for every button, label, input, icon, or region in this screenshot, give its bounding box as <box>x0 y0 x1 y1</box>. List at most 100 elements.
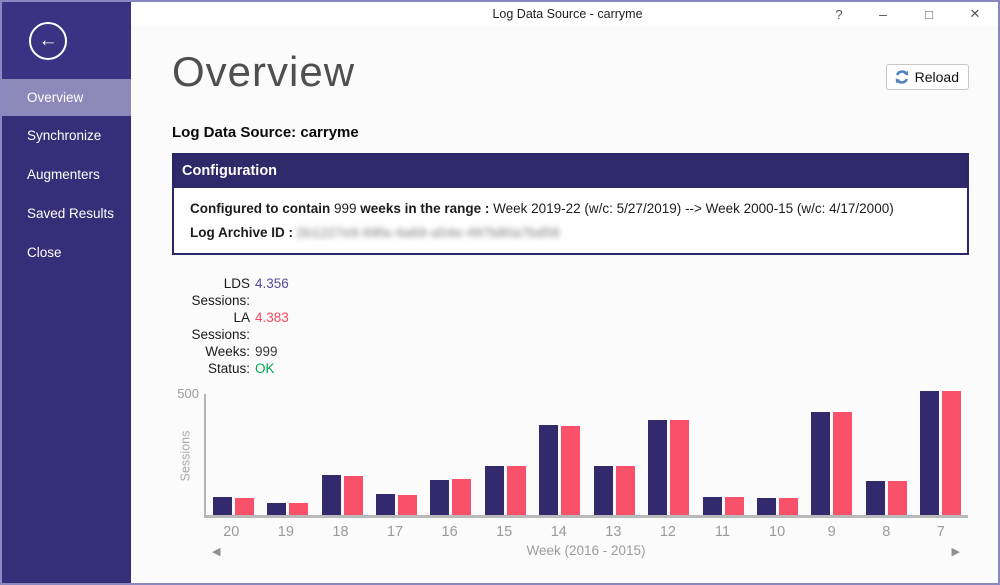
bar-group-week-16 <box>424 394 478 515</box>
stat-label: LDS Sessions: <box>191 276 250 308</box>
bar-lds-sessions-week-20 <box>212 497 232 515</box>
bar-la-sessions-week-10 <box>778 498 798 515</box>
bar-lds-sessions-week-13 <box>593 466 613 515</box>
x-tick-week-12: 12 <box>659 524 676 540</box>
x-tick-week-9: 9 <box>827 524 836 540</box>
bar-la-sessions-week-20 <box>234 498 254 515</box>
x-tick-week-7: 7 <box>936 524 945 540</box>
x-tick-week-11: 11 <box>714 524 731 540</box>
bar-lds-sessions-week-9 <box>811 412 831 515</box>
bar-group-week-13 <box>587 394 641 515</box>
x-axis-label: Week (2016 - 2015) <box>526 543 646 558</box>
log-archive-id-label: Log Archive ID : <box>190 225 294 240</box>
x-tick-week-14: 14 <box>550 524 567 540</box>
y-axis-label: Sessions <box>178 430 193 482</box>
x-axis-row: ◀ Week (2016 - 2015) ▶ <box>204 543 968 558</box>
bar-la-sessions-week-15 <box>506 466 526 515</box>
bar-group-week-17 <box>369 394 423 515</box>
bar-group-week-8 <box>859 394 913 515</box>
bar-group-week-14 <box>533 394 587 515</box>
x-tick-week-20: 20 <box>223 524 240 540</box>
configuration-header: Configuration <box>174 155 967 188</box>
x-tick-week-19: 19 <box>277 524 294 540</box>
arrow-left-icon: ← <box>38 30 58 51</box>
bar-lds-sessions-week-12 <box>648 420 668 515</box>
back-button[interactable]: ← <box>29 21 67 60</box>
sidebar-item-overview[interactable]: Overview <box>2 79 131 116</box>
x-tick-week-17: 17 <box>386 524 404 540</box>
window-controls: ? – □ ✕ <box>824 2 990 26</box>
bar-la-sessions-week-19 <box>289 503 309 515</box>
maximize-button[interactable]: □ <box>925 6 933 22</box>
sidebar-item-saved-results[interactable]: Saved Results <box>27 206 115 221</box>
bar-lds-sessions-week-11 <box>702 497 722 515</box>
stat-lds-sessions: LDS Sessions: 4.356 <box>172 275 969 309</box>
stat-value: OK <box>255 361 275 376</box>
bar-group-week-9 <box>805 394 859 515</box>
bar-group-week-12 <box>641 394 695 515</box>
config-range-label-1: Configured to contain <box>190 201 331 216</box>
page-title: Overview <box>172 48 356 95</box>
reload-button[interactable]: Reload <box>885 64 969 90</box>
bar-lds-sessions-week-7 <box>920 391 940 515</box>
reload-label: Reload <box>914 69 959 85</box>
main-area: Log Data Source - carryme ? – □ ✕ Overvi… <box>131 2 998 583</box>
bar-lds-sessions-week-15 <box>484 466 504 515</box>
y-axis-max-tick: 500 <box>177 386 199 401</box>
bar-la-sessions-week-8 <box>887 481 907 515</box>
sidebar-item-synchronize[interactable]: Synchronize <box>27 128 102 143</box>
bar-lds-sessions-week-19 <box>267 503 287 515</box>
sidebar-item-close[interactable]: Close <box>27 245 62 260</box>
stat-label: Status: <box>207 361 250 376</box>
config-weeks-count: 999 <box>334 201 357 216</box>
x-tick-week-8: 8 <box>882 524 891 540</box>
y-axis-label-wrap: Sessions <box>174 394 196 518</box>
stats-block: LDS Sessions: 4.356 LA Sessions: 4.383 W… <box>172 275 969 377</box>
minimize-button[interactable]: – <box>879 6 887 22</box>
x-tick-week-16: 16 <box>441 524 458 540</box>
bar-la-sessions-week-9 <box>833 412 853 515</box>
header-row: Overview Reload <box>172 48 969 96</box>
sidebar: ← Overview Synchronize Augmenters Saved … <box>2 2 131 583</box>
bar-la-sessions-week-16 <box>452 479 472 515</box>
sessions-chart: 500 Sessions 20 19 18 17 16 15 14 13 12 11 10 9 8 7 ◀… <box>172 386 969 558</box>
log-archive-id-value: 2b1227e9-69fa-4a69-a54e-497b80a7bd58 <box>296 225 560 240</box>
x-tick-week-18: 18 <box>332 524 349 540</box>
stat-value: 999 <box>255 344 278 359</box>
titlebar: Log Data Source - carryme ? – □ ✕ <box>131 2 998 26</box>
stat-la-sessions: LA Sessions: 4.383 <box>172 309 969 343</box>
close-button[interactable]: ✕ <box>969 6 981 21</box>
stat-value: 4.356 <box>255 276 289 291</box>
content: Overview Reload Log Data Source: carryme… <box>131 26 998 583</box>
refresh-icon <box>895 70 908 84</box>
bar-la-sessions-week-14 <box>561 426 581 515</box>
bar-lds-sessions-week-14 <box>539 425 559 515</box>
bar-lds-sessions-week-17 <box>375 494 395 515</box>
help-button[interactable]: ? <box>835 6 843 22</box>
bar-lds-sessions-week-10 <box>756 498 776 515</box>
stat-weeks: Weeks: 999 <box>172 343 969 360</box>
bar-lds-sessions-week-16 <box>430 480 450 515</box>
stat-label: LA Sessions: <box>191 310 250 342</box>
bar-lds-sessions-week-18 <box>321 475 341 515</box>
prev-week-button[interactable]: ◀ <box>212 546 221 558</box>
sidebar-item-augmenters[interactable]: Augmenters <box>27 167 100 182</box>
bar-group-week-10 <box>750 394 804 515</box>
sidebar-back-block: ← <box>2 2 131 79</box>
bar-group-week-20 <box>206 394 260 515</box>
config-range-line: Configured to contain 999 weeks in the r… <box>190 201 959 216</box>
chart-ticks: 20 19 18 17 16 15 14 13 12 11 10 9 8 7 <box>204 524 968 540</box>
window-title: Log Data Source - carryme <box>492 7 643 21</box>
chart-plot <box>204 391 968 518</box>
bar-la-sessions-week-7 <box>942 391 962 515</box>
next-week-button[interactable]: ▶ <box>951 546 960 558</box>
bar-la-sessions-week-17 <box>397 495 417 515</box>
stat-label: Weeks: <box>205 344 250 359</box>
bar-group-week-7 <box>913 391 967 515</box>
x-tick-week-13: 13 <box>605 524 622 540</box>
bar-la-sessions-week-18 <box>343 476 363 515</box>
bar-group-week-19 <box>260 394 314 515</box>
source-heading: Log Data Source: carryme <box>172 124 359 141</box>
config-range-value: Week 2019-22 (w/c: 5/27/2019) --> Week 2… <box>493 201 894 216</box>
